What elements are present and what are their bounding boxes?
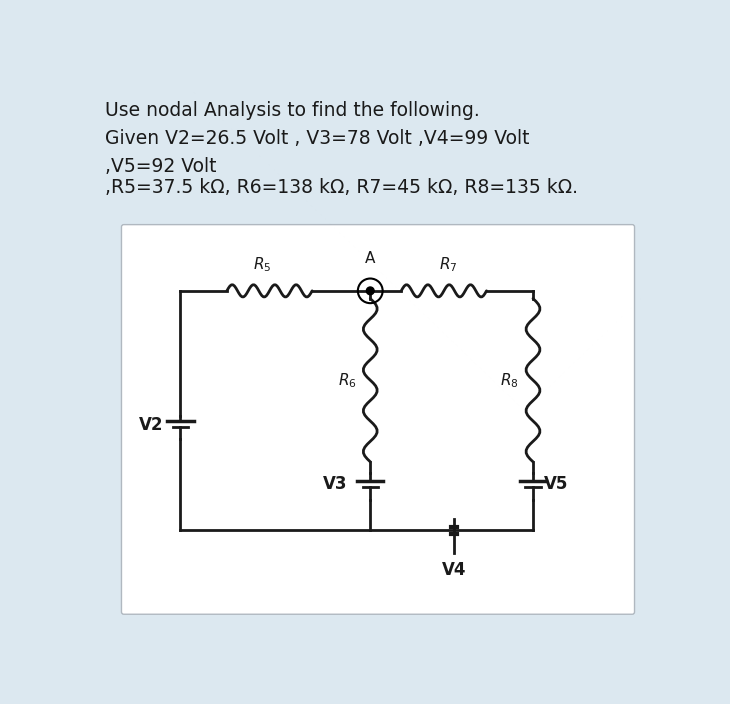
Text: $\mathit{R_5}$: $\mathit{R_5}$: [253, 255, 271, 274]
Text: V5: V5: [544, 475, 569, 494]
FancyBboxPatch shape: [121, 225, 634, 614]
Text: $\mathit{R_8}$: $\mathit{R_8}$: [501, 371, 519, 389]
Text: $\mathit{R_7}$: $\mathit{R_7}$: [439, 255, 457, 274]
Text: V3: V3: [323, 475, 347, 494]
Text: ,R5=37.5 kΩ, R6=138 kΩ, R7=45 kΩ, R8=135 kΩ.: ,R5=37.5 kΩ, R6=138 kΩ, R7=45 kΩ, R8=135…: [105, 178, 578, 197]
Circle shape: [366, 287, 374, 295]
Text: A: A: [365, 251, 375, 266]
Text: ,V5=92 Volt: ,V5=92 Volt: [105, 157, 217, 176]
Text: $\mathit{R_6}$: $\mathit{R_6}$: [338, 371, 356, 389]
Text: V4: V4: [442, 560, 466, 579]
Text: Given V2=26.5 Volt , V3=78 Volt ,V4=99 Volt: Given V2=26.5 Volt , V3=78 Volt ,V4=99 V…: [105, 129, 530, 148]
Text: V2: V2: [139, 416, 164, 434]
Text: Use nodal Analysis to find the following.: Use nodal Analysis to find the following…: [105, 101, 480, 120]
